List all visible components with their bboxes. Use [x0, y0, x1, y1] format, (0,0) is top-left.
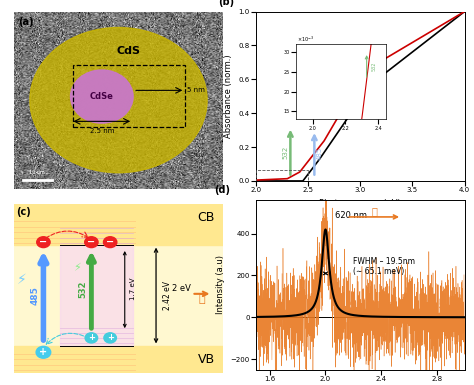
Text: 2 eV: 2 eV: [172, 284, 191, 293]
Text: (b): (b): [219, 0, 235, 7]
Text: 1.7 eV: 1.7 eV: [130, 278, 136, 300]
Text: 532: 532: [282, 146, 288, 159]
Y-axis label: Absorbance (norm.): Absorbance (norm.): [224, 54, 233, 138]
Text: ⚡: ⚡: [73, 263, 81, 273]
Circle shape: [37, 237, 50, 248]
Text: CB: CB: [197, 211, 215, 224]
Text: 485: 485: [31, 286, 39, 305]
Text: 2.42 eV: 2.42 eV: [164, 281, 173, 310]
Bar: [14, 346, 223, 373]
Ellipse shape: [71, 70, 133, 123]
Text: +: +: [107, 333, 114, 342]
Text: 10 nm: 10 nm: [29, 171, 45, 176]
Text: (c): (c): [16, 208, 31, 218]
Text: 2.5 nm: 2.5 nm: [90, 127, 114, 134]
Text: FWHM – 19.5nm
(∼ 65.1 meV): FWHM – 19.5nm (∼ 65.1 meV): [353, 257, 415, 276]
Text: 620 nm: 620 nm: [335, 211, 367, 220]
Text: ⚡: ⚡: [17, 273, 27, 287]
Text: (a): (a): [18, 17, 34, 27]
Text: $\times10^{-3}$: $\times10^{-3}$: [297, 35, 314, 44]
X-axis label: Photon energy (eV): Photon energy (eV): [319, 199, 401, 208]
Circle shape: [104, 333, 117, 343]
Bar: [73, 65, 185, 127]
Text: CdS: CdS: [117, 45, 141, 55]
Bar: [256, 170, 308, 181]
Circle shape: [85, 237, 98, 248]
Circle shape: [85, 333, 98, 343]
Text: CdSe: CdSe: [90, 92, 114, 101]
Text: 485: 485: [317, 147, 323, 161]
Bar: [14, 204, 223, 245]
Text: 〜: 〜: [371, 206, 377, 216]
Text: +: +: [39, 347, 47, 357]
Text: 〜: 〜: [199, 294, 205, 304]
Ellipse shape: [30, 27, 207, 173]
Text: VB: VB: [198, 353, 215, 367]
Text: (d): (d): [214, 186, 230, 196]
Text: +: +: [88, 333, 95, 342]
Text: 532: 532: [79, 280, 88, 298]
Text: −: −: [106, 237, 114, 247]
Text: 532: 532: [372, 61, 376, 71]
Text: −: −: [87, 237, 95, 247]
Circle shape: [103, 237, 117, 248]
Y-axis label: Intensity (a.u): Intensity (a.u): [216, 255, 225, 315]
Circle shape: [36, 346, 51, 358]
Text: −: −: [39, 237, 47, 247]
Bar: [60, 245, 133, 346]
Text: 5 nm: 5 nm: [187, 87, 205, 93]
